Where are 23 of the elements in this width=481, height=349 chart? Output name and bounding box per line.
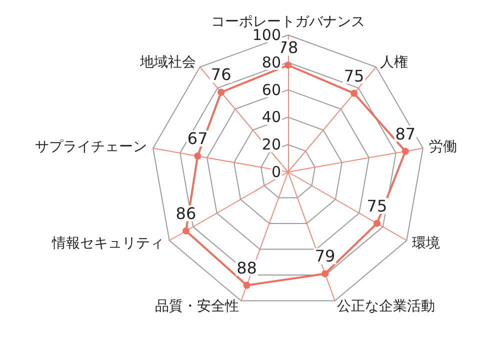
spoke-label: 情報セキュリティ xyxy=(51,236,164,252)
spoke-label: 労働 xyxy=(428,139,457,156)
spoke-label: 公正な企業活動 xyxy=(336,298,435,314)
data-label: 87 xyxy=(395,124,416,144)
data-label: 76 xyxy=(210,65,232,84)
y-tick-label: 100 xyxy=(252,26,281,44)
spoke-label: サプライチェーン xyxy=(35,139,148,156)
y-tick-label: 80 xyxy=(262,53,281,72)
y-tick-label: 40 xyxy=(262,108,281,126)
spoke-label: 環境 xyxy=(412,236,440,252)
y-tick-label: 0 xyxy=(271,163,281,181)
data-label: 86 xyxy=(176,204,196,223)
data-label: 75 xyxy=(366,196,388,216)
data-label: 75 xyxy=(344,66,364,86)
spoke-label: 人権 xyxy=(380,54,408,70)
y-tick-label: 60 xyxy=(262,80,281,99)
data-label: 79 xyxy=(314,246,336,266)
data-label: 67 xyxy=(187,129,208,148)
spoke-label: 地域社会 xyxy=(139,54,196,70)
data-label: 88 xyxy=(236,258,257,278)
spoke-label: 品質・安全性 xyxy=(155,298,240,314)
data-label: 78 xyxy=(278,38,298,58)
y-tick-label: 20 xyxy=(262,136,281,154)
